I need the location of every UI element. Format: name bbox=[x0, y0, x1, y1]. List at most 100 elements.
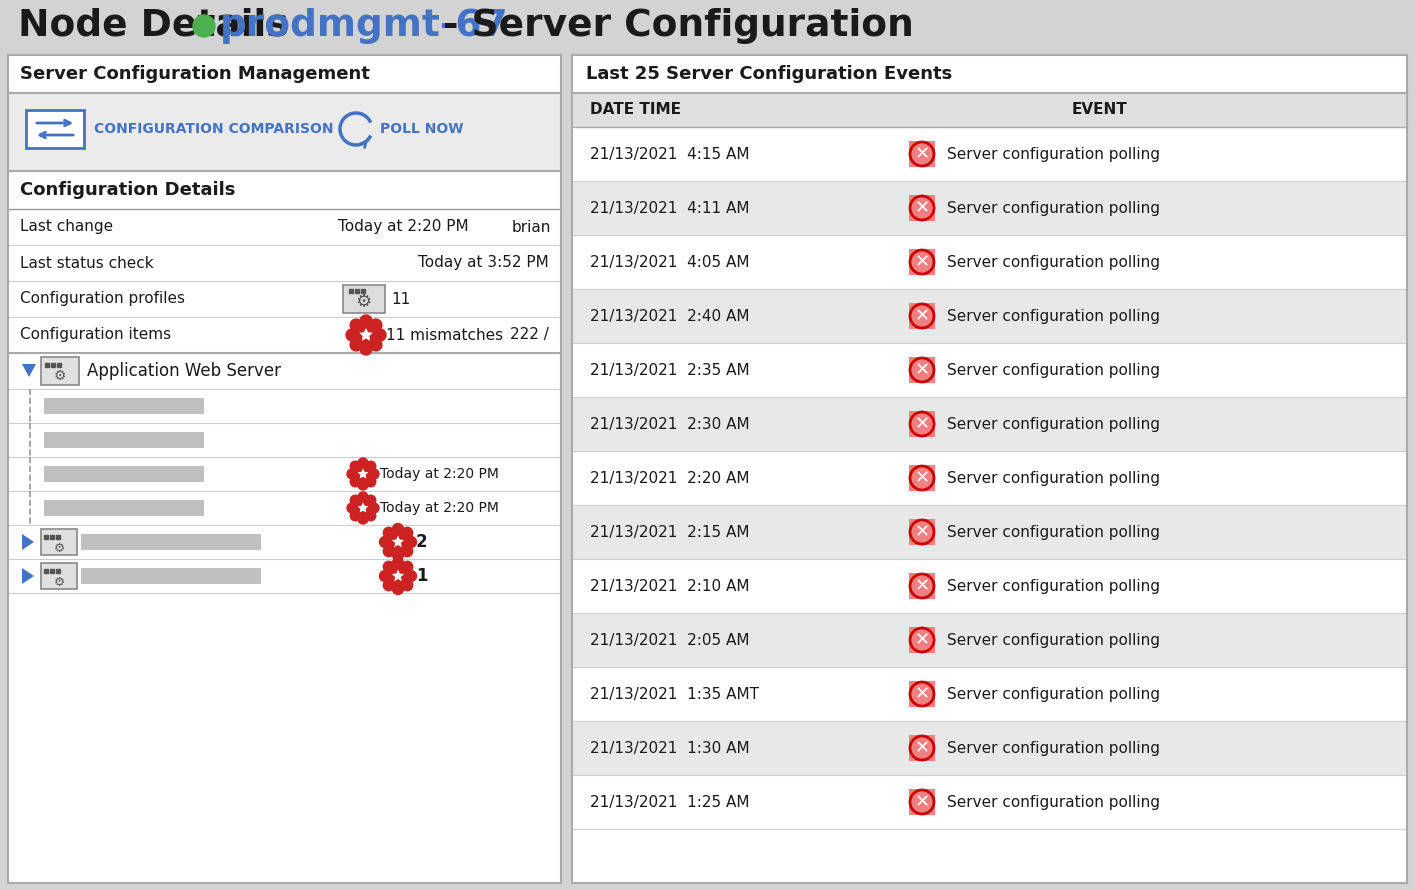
Circle shape bbox=[366, 461, 376, 471]
Circle shape bbox=[359, 343, 372, 355]
Circle shape bbox=[347, 329, 358, 341]
Text: brian: brian bbox=[512, 220, 550, 234]
Circle shape bbox=[358, 458, 368, 468]
FancyBboxPatch shape bbox=[44, 432, 204, 448]
Text: 21/13/2021  4:05 AM: 21/13/2021 4:05 AM bbox=[590, 255, 750, 270]
Text: - Server Configuration: - Server Configuration bbox=[430, 8, 914, 44]
FancyBboxPatch shape bbox=[8, 209, 560, 245]
FancyBboxPatch shape bbox=[908, 249, 935, 275]
Circle shape bbox=[358, 480, 368, 490]
Text: 21/13/2021  1:25 AM: 21/13/2021 1:25 AM bbox=[590, 795, 750, 810]
FancyBboxPatch shape bbox=[572, 289, 1407, 343]
Text: Server configuration polling: Server configuration polling bbox=[947, 524, 1160, 539]
Text: 21/13/2021  2:40 AM: 21/13/2021 2:40 AM bbox=[590, 309, 750, 323]
Circle shape bbox=[383, 546, 395, 556]
Text: 21/13/2021  2:20 AM: 21/13/2021 2:20 AM bbox=[590, 471, 750, 486]
FancyBboxPatch shape bbox=[572, 775, 1407, 829]
Text: 21/13/2021  2:10 AM: 21/13/2021 2:10 AM bbox=[590, 578, 750, 594]
Text: Server configuration polling: Server configuration polling bbox=[947, 686, 1160, 701]
Text: prodmgmt-67: prodmgmt-67 bbox=[219, 8, 508, 44]
Circle shape bbox=[366, 495, 376, 506]
FancyBboxPatch shape bbox=[572, 181, 1407, 235]
FancyBboxPatch shape bbox=[908, 519, 935, 545]
Circle shape bbox=[369, 469, 379, 479]
FancyBboxPatch shape bbox=[572, 451, 1407, 505]
Text: Server configuration polling: Server configuration polling bbox=[947, 147, 1160, 161]
Text: ⚙: ⚙ bbox=[54, 369, 67, 383]
Circle shape bbox=[369, 320, 382, 331]
FancyBboxPatch shape bbox=[908, 735, 935, 761]
Text: 21/13/2021  2:05 AM: 21/13/2021 2:05 AM bbox=[590, 633, 750, 648]
Text: Today at 2:20 PM: Today at 2:20 PM bbox=[381, 467, 499, 481]
FancyBboxPatch shape bbox=[572, 55, 1407, 883]
Circle shape bbox=[406, 537, 416, 547]
FancyBboxPatch shape bbox=[572, 235, 1407, 289]
Circle shape bbox=[389, 567, 408, 585]
Text: Node Details: Node Details bbox=[18, 8, 301, 44]
Circle shape bbox=[350, 339, 362, 351]
FancyBboxPatch shape bbox=[8, 559, 560, 593]
FancyBboxPatch shape bbox=[908, 627, 935, 653]
Text: 1: 1 bbox=[416, 567, 427, 585]
Polygon shape bbox=[358, 468, 368, 479]
Circle shape bbox=[347, 469, 357, 479]
Circle shape bbox=[369, 339, 382, 351]
Text: Last change: Last change bbox=[20, 220, 113, 234]
Polygon shape bbox=[23, 568, 34, 584]
Circle shape bbox=[392, 549, 403, 561]
FancyBboxPatch shape bbox=[572, 397, 1407, 451]
Text: ✕: ✕ bbox=[914, 415, 930, 433]
Text: Last 25 Server Configuration Events: Last 25 Server Configuration Events bbox=[586, 65, 952, 83]
Circle shape bbox=[347, 503, 357, 513]
Circle shape bbox=[392, 523, 403, 535]
Text: ✕: ✕ bbox=[914, 307, 930, 325]
FancyBboxPatch shape bbox=[8, 389, 560, 423]
FancyBboxPatch shape bbox=[44, 398, 204, 414]
Text: Last status check: Last status check bbox=[20, 255, 154, 271]
FancyBboxPatch shape bbox=[572, 505, 1407, 559]
Circle shape bbox=[351, 461, 361, 471]
Circle shape bbox=[383, 527, 395, 538]
Circle shape bbox=[351, 495, 361, 506]
Text: Today at 2:20 PM: Today at 2:20 PM bbox=[381, 501, 499, 515]
Circle shape bbox=[392, 557, 403, 569]
Text: Server configuration polling: Server configuration polling bbox=[947, 362, 1160, 377]
FancyBboxPatch shape bbox=[41, 529, 76, 555]
Circle shape bbox=[383, 562, 395, 572]
Polygon shape bbox=[392, 570, 405, 581]
Circle shape bbox=[402, 546, 413, 556]
Text: POLL NOW: POLL NOW bbox=[381, 122, 464, 136]
Text: ✕: ✕ bbox=[914, 253, 930, 271]
Circle shape bbox=[392, 584, 403, 595]
FancyBboxPatch shape bbox=[908, 303, 935, 329]
Text: Configuration Details: Configuration Details bbox=[20, 181, 235, 199]
FancyBboxPatch shape bbox=[8, 423, 560, 457]
Text: 11 mismatches: 11 mismatches bbox=[386, 328, 504, 343]
FancyBboxPatch shape bbox=[8, 171, 560, 209]
Text: Server configuration polling: Server configuration polling bbox=[947, 309, 1160, 323]
FancyBboxPatch shape bbox=[572, 55, 1407, 883]
FancyBboxPatch shape bbox=[908, 573, 935, 599]
Text: Server Configuration Management: Server Configuration Management bbox=[20, 65, 369, 83]
FancyBboxPatch shape bbox=[572, 559, 1407, 613]
Text: 21/13/2021  1:35 AMT: 21/13/2021 1:35 AMT bbox=[590, 686, 758, 701]
Text: Server configuration polling: Server configuration polling bbox=[947, 417, 1160, 432]
Polygon shape bbox=[23, 364, 35, 377]
Text: Server configuration polling: Server configuration polling bbox=[947, 578, 1160, 594]
Polygon shape bbox=[392, 536, 405, 547]
Text: Server configuration polling: Server configuration polling bbox=[947, 633, 1160, 648]
Text: ✕: ✕ bbox=[914, 361, 930, 379]
Text: 2: 2 bbox=[416, 533, 427, 551]
Text: 21/13/2021  2:35 AM: 21/13/2021 2:35 AM bbox=[590, 362, 750, 377]
FancyBboxPatch shape bbox=[44, 466, 204, 482]
Circle shape bbox=[351, 511, 361, 521]
Circle shape bbox=[359, 315, 372, 327]
Text: ⚙: ⚙ bbox=[54, 541, 65, 554]
FancyBboxPatch shape bbox=[908, 141, 935, 167]
Text: 21/13/2021  2:15 AM: 21/13/2021 2:15 AM bbox=[590, 524, 750, 539]
Text: 21/13/2021  2:30 AM: 21/13/2021 2:30 AM bbox=[590, 417, 750, 432]
FancyBboxPatch shape bbox=[572, 343, 1407, 397]
Text: ✕: ✕ bbox=[914, 199, 930, 217]
Text: 21/13/2021  4:15 AM: 21/13/2021 4:15 AM bbox=[590, 147, 750, 161]
Text: Today at 2:20 PM: Today at 2:20 PM bbox=[338, 220, 468, 234]
